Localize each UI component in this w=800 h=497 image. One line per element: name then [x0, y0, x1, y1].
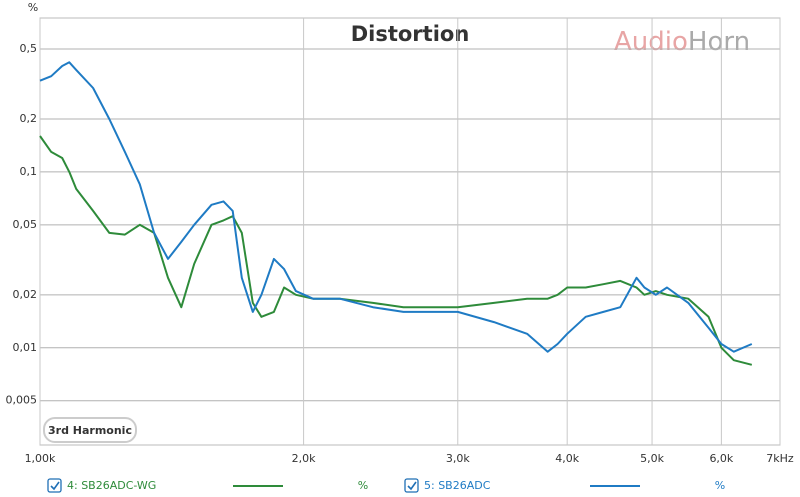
x-tick-label: 1,00k: [25, 452, 56, 465]
watermark-audio: Audio: [614, 27, 688, 57]
y-tick-label: 0,1: [20, 165, 38, 178]
legend-unit: %: [715, 479, 725, 492]
legend-item[interactable]: 4: SB26ADC-WG%: [47, 478, 368, 493]
chart-title: Distortion: [351, 22, 470, 46]
legend-label: 5: SB26ADC: [424, 479, 491, 492]
series-line: [39, 61, 753, 353]
legend-label: 4: SB26ADC-WG: [67, 479, 156, 492]
legend-item[interactable]: 5: SB26ADC%: [404, 478, 725, 493]
legend-unit: %: [358, 479, 368, 492]
y-axis-label: %: [28, 1, 38, 14]
legend-checkmark: [50, 481, 60, 491]
x-tick-label: 3,0k: [446, 452, 470, 465]
y-tick-label: 0,005: [6, 394, 38, 407]
x-tick-label: 2,0k: [292, 452, 316, 465]
annotation-box: [43, 417, 137, 443]
y-tick-label: 0,01: [13, 341, 38, 354]
watermark: AudioHorn: [614, 27, 750, 57]
legend-checkmark: [407, 481, 417, 491]
watermark-horn: Horn: [688, 27, 750, 57]
x-tick-label: 4,0k: [555, 452, 579, 465]
plot-area: [39, 17, 781, 446]
legend-checkbox[interactable]: [47, 478, 62, 493]
annotation: 3rd Harmonic: [48, 424, 132, 437]
x-tick-label: 5,0k: [640, 452, 664, 465]
y-tick-label: 0,02: [13, 288, 38, 301]
y-tick-label: 0,5: [20, 42, 38, 55]
legend-checkbox[interactable]: [404, 478, 419, 493]
y-tick-label: 0,2: [20, 112, 38, 125]
x-tick-label: 6,0k: [709, 452, 733, 465]
x-tick-label: 7kHz: [766, 452, 794, 465]
y-tick-label: 0,05: [13, 218, 38, 231]
